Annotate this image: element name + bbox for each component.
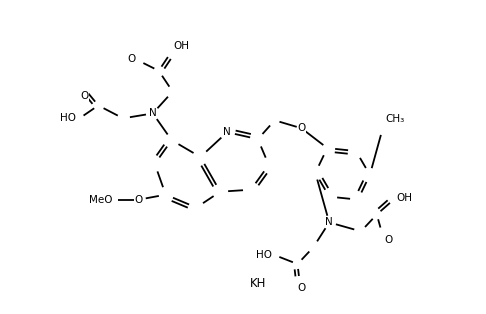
Text: HO: HO — [60, 113, 76, 123]
Text: N: N — [325, 217, 333, 227]
Text: OH: OH — [174, 41, 190, 51]
Text: CH₃: CH₃ — [386, 114, 405, 124]
Text: O: O — [80, 91, 88, 100]
Text: O: O — [128, 54, 136, 64]
Text: MeO: MeO — [88, 195, 112, 205]
Text: N: N — [223, 127, 231, 137]
Text: OH: OH — [397, 192, 413, 203]
Text: O: O — [297, 123, 306, 133]
Text: O: O — [297, 283, 306, 293]
Text: KH: KH — [250, 277, 266, 290]
Text: HO: HO — [256, 250, 272, 260]
Text: O: O — [135, 195, 143, 205]
Text: N: N — [149, 108, 156, 118]
Text: O: O — [385, 235, 393, 245]
